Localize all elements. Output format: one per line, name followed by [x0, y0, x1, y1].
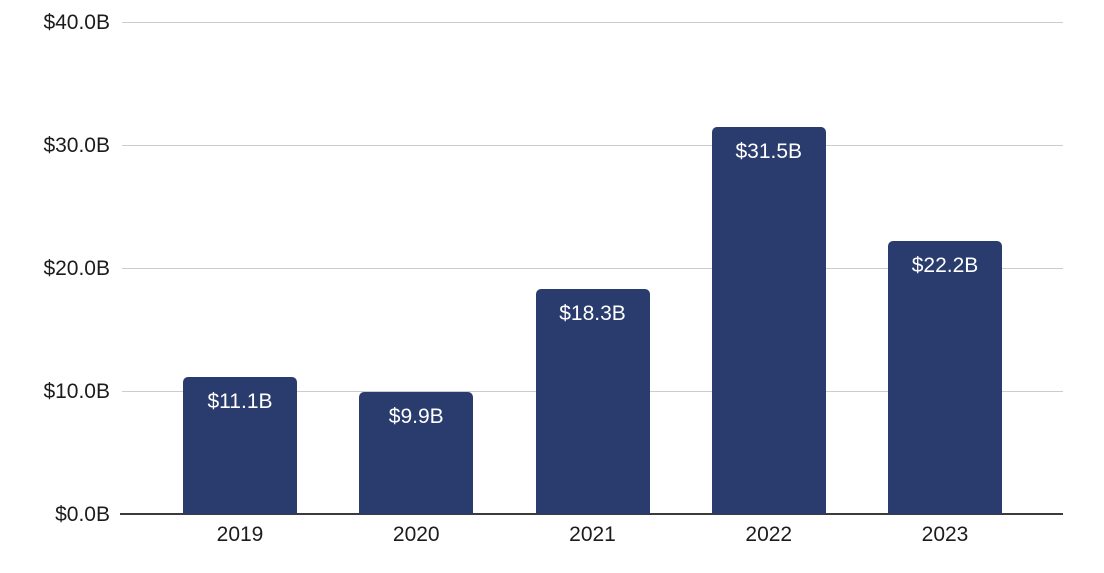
bar-value-label: $9.9B	[388, 405, 444, 429]
x-tick-label: 2020	[392, 523, 440, 546]
x-axis-baseline	[120, 513, 1063, 515]
y-tick-label: $30.0B	[43, 134, 110, 157]
x-tick-label: 2022	[745, 523, 793, 546]
bar-2022: $31.5B	[711, 126, 826, 514]
gridline	[122, 268, 1063, 269]
x-tick-label: 2019	[216, 523, 264, 546]
bar-2019: $11.1B	[183, 377, 297, 514]
gridline	[122, 22, 1063, 23]
bar-2023: $22.2B	[888, 240, 1002, 514]
x-tick-label: 2021	[569, 523, 616, 546]
y-tick-label: $40.0B	[43, 11, 110, 34]
bar-value-label: $31.5B	[735, 139, 803, 163]
y-tick-label: $0.0B	[55, 503, 110, 526]
bar-2021: $18.3B	[535, 288, 650, 514]
x-tick-label: 2023	[921, 523, 969, 546]
bar-value-label: $22.2B	[911, 253, 979, 277]
y-tick-label: $10.0B	[43, 380, 110, 403]
gridline	[122, 145, 1063, 146]
bar-2020: $9.9B	[359, 392, 474, 514]
bar-value-label: $11.1B	[207, 390, 273, 414]
y-tick-label: $20.0B	[43, 257, 110, 280]
bar-value-label: $18.3B	[559, 301, 626, 325]
